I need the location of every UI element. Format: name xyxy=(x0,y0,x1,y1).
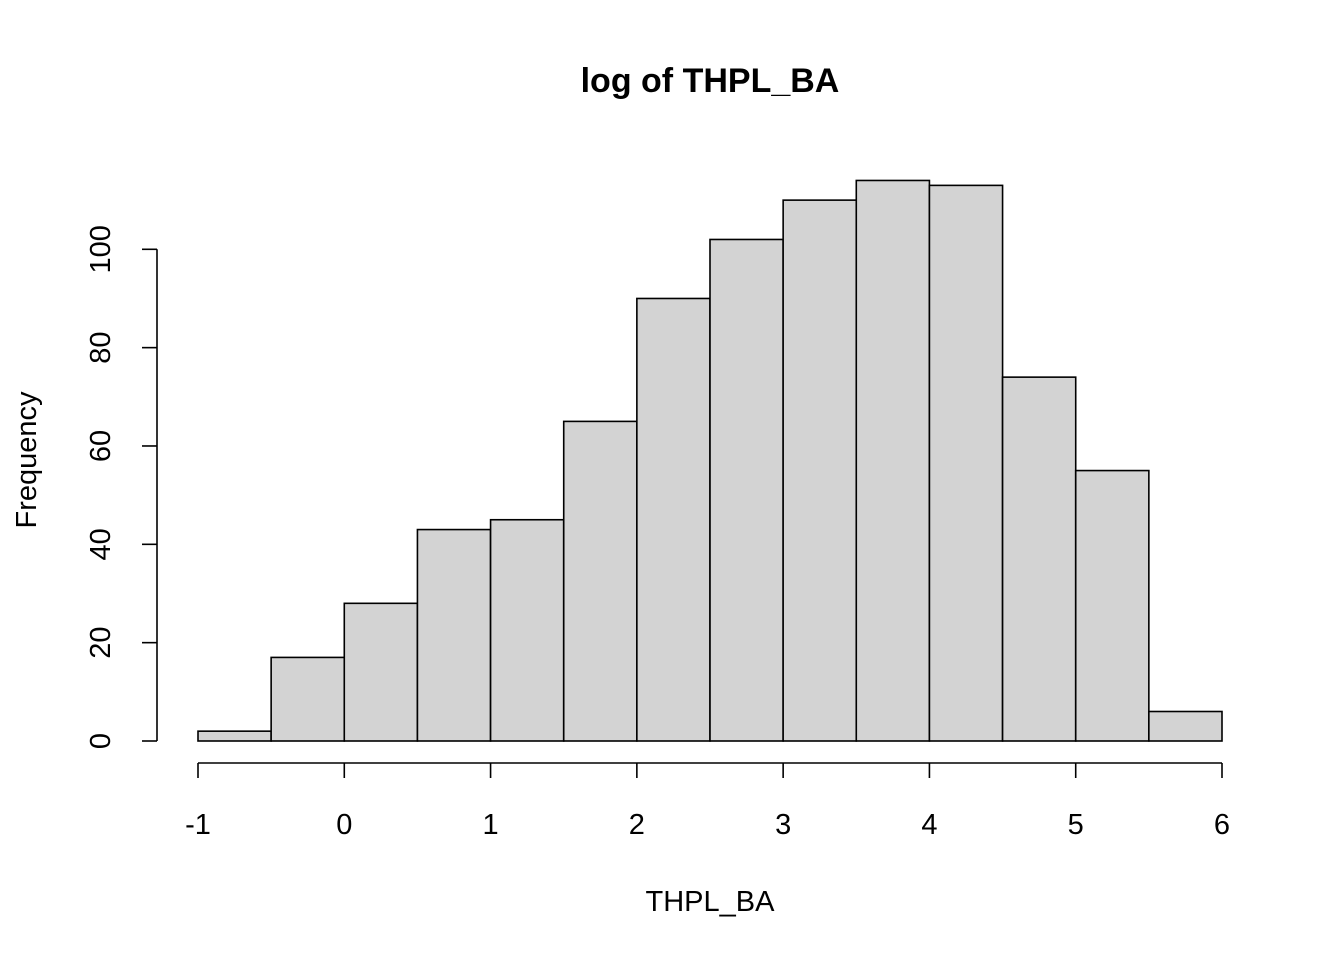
histogram-bar-6 xyxy=(636,297,711,742)
histogram-bar-11 xyxy=(1001,376,1077,742)
histogram-bar-0 xyxy=(197,730,272,742)
histogram-bar-4 xyxy=(489,518,565,742)
x-tick-label: 2 xyxy=(629,809,645,841)
histogram-bar-2 xyxy=(343,602,419,742)
y-tick-label: 60 xyxy=(85,430,117,462)
x-tick-label: 3 xyxy=(775,809,791,841)
y-tick-label: 80 xyxy=(85,332,117,364)
x-tick-label: 4 xyxy=(921,809,937,841)
y-tick-label: 100 xyxy=(85,225,117,273)
y-axis-label: Frequency xyxy=(11,391,43,529)
histogram-bar-9 xyxy=(855,179,931,742)
chart-title: log of THPL_BA xyxy=(581,62,840,100)
x-tick-label: 5 xyxy=(1068,809,1084,841)
histogram-bar-12 xyxy=(1074,469,1150,742)
x-tick-label: 6 xyxy=(1214,809,1230,841)
bars-group xyxy=(197,179,1223,742)
histogram-bar-8 xyxy=(782,199,858,742)
x-tick-label: 0 xyxy=(336,809,352,841)
x-tick-label: -1 xyxy=(185,809,211,841)
y-axis: 0 20 40 60 80 100 xyxy=(85,225,158,749)
y-tick-label: 40 xyxy=(85,528,117,560)
histogram-bar-10 xyxy=(928,184,1004,742)
x-tick-label: 1 xyxy=(483,809,499,841)
histogram-bar-1 xyxy=(270,656,346,742)
histogram-bar-5 xyxy=(562,420,638,742)
histogram-bar-7 xyxy=(709,238,784,742)
histogram-bar-13 xyxy=(1148,710,1223,742)
histogram-bar-3 xyxy=(416,528,492,742)
x-axis: -1 0 1 2 3 4 5 6 xyxy=(185,762,1230,841)
y-tick-label: 0 xyxy=(85,733,117,749)
x-axis-label: THPL_BA xyxy=(646,886,776,918)
y-tick-label: 20 xyxy=(85,627,117,659)
